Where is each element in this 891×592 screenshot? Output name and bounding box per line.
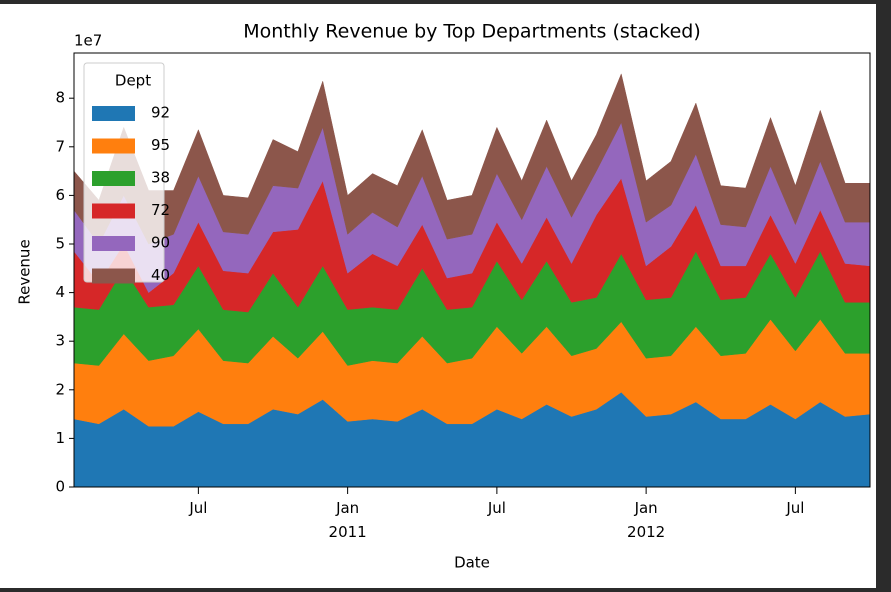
- x-tick-label: Jul: [188, 499, 207, 517]
- x-axis-label: Date: [454, 554, 490, 572]
- frame-edge: [876, 0, 891, 592]
- legend-label: 92: [151, 104, 170, 122]
- y-tick-label: 1: [55, 429, 65, 447]
- legend-swatch: [92, 106, 135, 121]
- legend-swatch: [92, 203, 135, 219]
- legend-swatch: [92, 171, 135, 186]
- y-tick-label: 7: [55, 137, 65, 155]
- frame-edge: [0, 588, 891, 592]
- legend-label: 95: [151, 136, 170, 154]
- y-tick-label: 0: [55, 478, 65, 496]
- x-tick-label: Jan 2011: [329, 499, 367, 541]
- y-tick-label: 3: [55, 332, 65, 350]
- x-tick-label-line: Jan: [335, 499, 359, 517]
- frame-edge: [0, 0, 891, 4]
- y-tick-label: 8: [55, 89, 65, 107]
- x-tick-label: Jul: [487, 499, 506, 517]
- x-tick-label-line: 2011: [329, 523, 367, 541]
- legend-label: 72: [151, 201, 170, 219]
- legend-label: 38: [151, 169, 170, 187]
- y-tick-label: 5: [55, 234, 65, 252]
- legend-label: 90: [151, 234, 170, 252]
- x-tick-label-line: Jul: [487, 499, 506, 517]
- x-tick-label-line: Jul: [188, 499, 207, 517]
- x-tick-label-line: Jul: [785, 499, 804, 517]
- x-tick-label-line: Jan: [634, 499, 658, 517]
- x-tick-label-line: 2012: [627, 523, 665, 541]
- x-tick-label: Jan 2012: [627, 499, 665, 541]
- axes-frame: [73, 52, 871, 488]
- y-tick-label: 6: [55, 186, 65, 204]
- y-tick-label: 4: [55, 283, 65, 301]
- plot-area: [73, 73, 871, 488]
- y-axis-label: Revenue: [16, 239, 34, 304]
- axis-scale-label: 1e7: [74, 32, 102, 50]
- legend-swatch: [92, 138, 135, 154]
- legend-swatch: [92, 268, 135, 284]
- legend-swatch: [92, 236, 135, 251]
- legend-title: Dept: [115, 72, 151, 90]
- legend-label: 40: [151, 266, 170, 284]
- x-tick-label: Jul: [785, 499, 804, 517]
- y-tick-label: 2: [55, 380, 65, 398]
- chart-title: Monthly Revenue by Top Departments (stac…: [243, 21, 701, 43]
